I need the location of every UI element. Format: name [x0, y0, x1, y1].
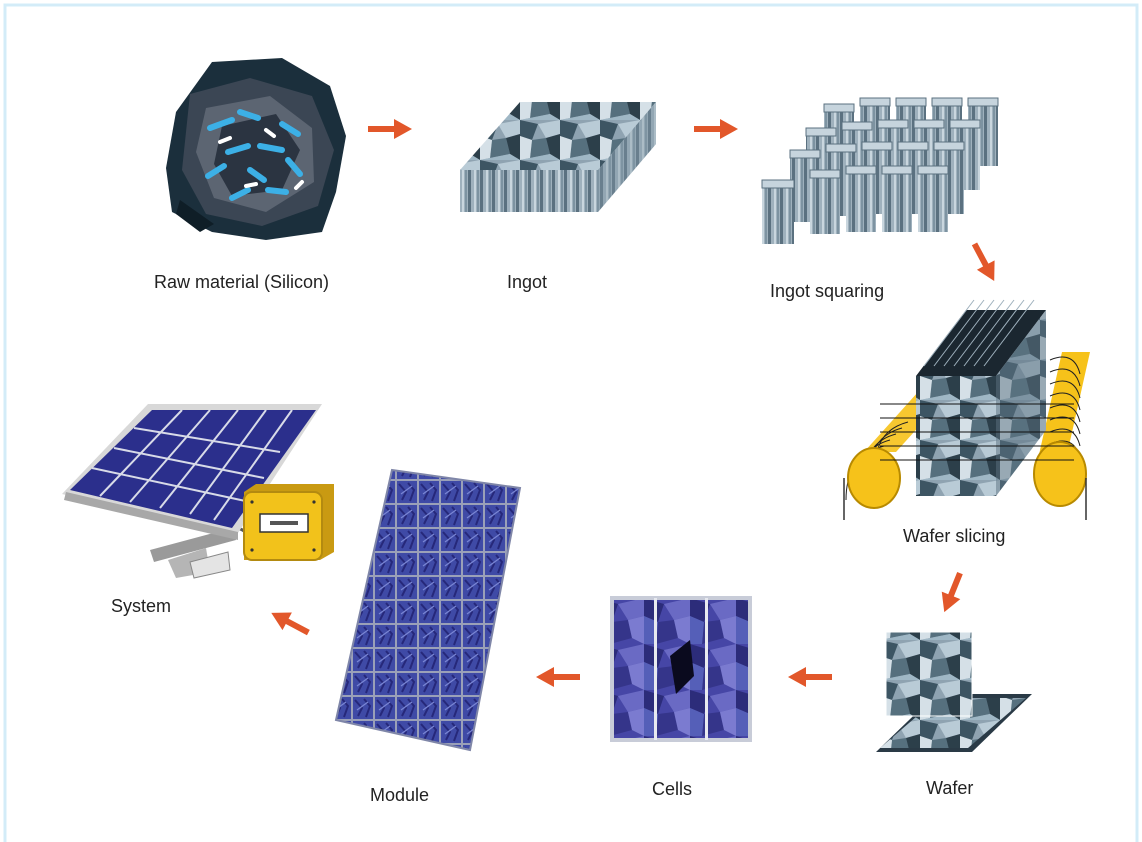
label-system: System: [111, 596, 172, 616]
arrow-module-to-system: [271, 612, 310, 636]
label-wafer: Wafer: [926, 778, 974, 798]
arrow-squaring-to-slicing: [971, 242, 995, 281]
arrow-cells-to-module: [536, 667, 580, 687]
ingot-block-icon: [460, 102, 656, 212]
arrow-slicing-to-wafer: [941, 572, 963, 613]
solar-module-icon: [334, 468, 522, 752]
label-raw-material: Raw material (Silicon): [154, 272, 330, 292]
arrow-raw-to-ingot: [368, 119, 412, 139]
wafer-icon: [876, 631, 1032, 752]
pv-system-icon: [62, 404, 334, 579]
inverter-icon: [243, 484, 334, 561]
solar-cell-icon: [610, 596, 752, 742]
label-module: Module: [370, 785, 430, 805]
arrow-wafer-to-cells: [788, 667, 832, 687]
silicon-chunk-icon: [166, 58, 346, 240]
label-ingot-squaring: Ingot squaring: [770, 281, 885, 301]
label-wafer-slicing: Wafer slicing: [903, 526, 1006, 546]
wire-saw-icon: [843, 299, 1090, 520]
ingot-squared-columns-icon: [761, 97, 999, 244]
arrows: [271, 119, 995, 687]
frame-border: [3, 3, 1139, 842]
right-roller: [1033, 352, 1090, 520]
label-ingot: Ingot: [507, 272, 548, 292]
arrow-ingot-to-squaring: [694, 119, 738, 139]
label-cells: Cells: [652, 779, 693, 799]
